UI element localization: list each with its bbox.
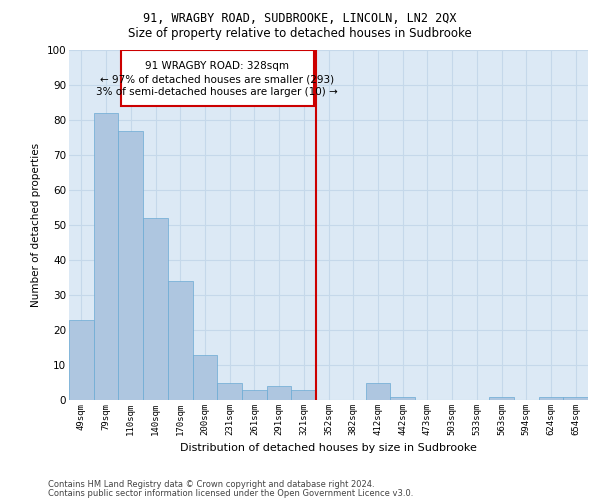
- Bar: [217, 382, 242, 400]
- Bar: [563, 396, 588, 400]
- Bar: [365, 382, 390, 400]
- Bar: [390, 396, 415, 400]
- Bar: [539, 396, 563, 400]
- Bar: [193, 354, 217, 400]
- Bar: [168, 281, 193, 400]
- Text: 91 WRAGBY ROAD: 328sqm: 91 WRAGBY ROAD: 328sqm: [145, 60, 289, 70]
- Text: ← 97% of detached houses are smaller (293): ← 97% of detached houses are smaller (29…: [100, 74, 334, 85]
- Text: Size of property relative to detached houses in Sudbrooke: Size of property relative to detached ho…: [128, 28, 472, 40]
- Bar: [94, 113, 118, 400]
- Text: 91, WRAGBY ROAD, SUDBROOKE, LINCOLN, LN2 2QX: 91, WRAGBY ROAD, SUDBROOKE, LINCOLN, LN2…: [143, 12, 457, 26]
- Bar: [267, 386, 292, 400]
- Y-axis label: Number of detached properties: Number of detached properties: [31, 143, 41, 307]
- Text: Contains public sector information licensed under the Open Government Licence v3: Contains public sector information licen…: [48, 489, 413, 498]
- Bar: [118, 130, 143, 400]
- Text: 3% of semi-detached houses are larger (10) →: 3% of semi-detached houses are larger (1…: [97, 87, 338, 97]
- Bar: [292, 390, 316, 400]
- FancyBboxPatch shape: [121, 50, 314, 106]
- Text: Contains HM Land Registry data © Crown copyright and database right 2024.: Contains HM Land Registry data © Crown c…: [48, 480, 374, 489]
- Bar: [489, 396, 514, 400]
- Bar: [242, 390, 267, 400]
- Bar: [143, 218, 168, 400]
- X-axis label: Distribution of detached houses by size in Sudbrooke: Distribution of detached houses by size …: [180, 444, 477, 454]
- Bar: [69, 320, 94, 400]
